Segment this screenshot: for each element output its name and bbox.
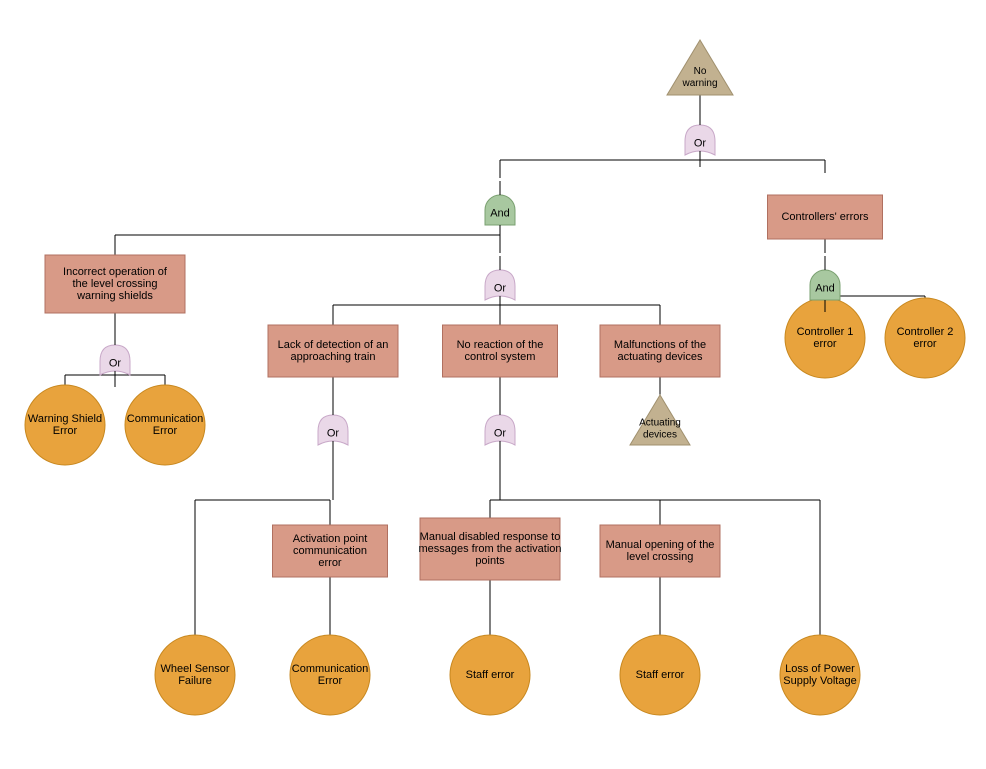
svg-text:Failure: Failure (178, 675, 212, 687)
svg-text:warning: warning (681, 78, 717, 89)
svg-text:actuating devices: actuating devices (618, 351, 703, 363)
svg-text:Lack of detection of an: Lack of detection of an (278, 339, 389, 351)
svg-text:Communication: Communication (127, 413, 203, 425)
svg-text:Loss of Power: Loss of Power (785, 663, 855, 675)
svg-text:error: error (913, 338, 937, 350)
svg-text:Controller 1: Controller 1 (797, 326, 854, 338)
svg-text:Controllers' errors: Controllers' errors (781, 211, 869, 223)
svg-text:No reaction of the: No reaction of the (457, 339, 544, 351)
svg-text:the level crossing: the level crossing (73, 278, 158, 290)
svg-text:error: error (318, 557, 342, 569)
svg-text:warning shields: warning shields (76, 290, 153, 302)
svg-text:Error: Error (53, 425, 78, 437)
svg-text:Error: Error (153, 425, 178, 437)
svg-text:Manual disabled response to: Manual disabled response to (420, 531, 561, 543)
svg-text:Wheel Sensor: Wheel Sensor (160, 663, 229, 675)
svg-text:Controller 2: Controller 2 (897, 326, 954, 338)
svg-text:Warning Shield: Warning Shield (28, 413, 102, 425)
svg-text:Supply Voltage: Supply Voltage (783, 675, 856, 687)
svg-text:Communication: Communication (292, 663, 368, 675)
svg-text:error: error (813, 338, 837, 350)
svg-text:Or: Or (494, 283, 507, 295)
svg-text:And: And (815, 283, 835, 295)
svg-text:Activation point: Activation point (293, 533, 368, 545)
svg-text:No: No (694, 66, 707, 77)
svg-text:level crossing: level crossing (627, 551, 694, 563)
svg-text:communication: communication (293, 545, 367, 557)
svg-text:points: points (475, 555, 505, 567)
svg-text:approaching train: approaching train (290, 351, 375, 363)
svg-text:Manual opening of the: Manual opening of the (606, 539, 715, 551)
svg-text:Staff error: Staff error (636, 669, 685, 681)
svg-text:And: And (490, 208, 510, 220)
svg-text:Error: Error (318, 675, 343, 687)
svg-text:messages from the activation: messages from the activation (418, 543, 561, 555)
svg-text:Or: Or (694, 138, 707, 150)
svg-text:Incorrect operation of: Incorrect operation of (63, 266, 168, 278)
svg-text:Or: Or (494, 428, 507, 440)
svg-text:devices: devices (643, 430, 677, 441)
svg-text:Or: Or (109, 358, 122, 370)
svg-text:Staff error: Staff error (466, 669, 515, 681)
svg-text:Actuating: Actuating (639, 418, 681, 429)
svg-text:control system: control system (465, 351, 536, 363)
svg-text:Malfunctions of the: Malfunctions of the (614, 339, 706, 351)
svg-text:Or: Or (327, 428, 340, 440)
fault-tree-diagram: Controllers' errors Incorrect operation o… (0, 0, 986, 764)
